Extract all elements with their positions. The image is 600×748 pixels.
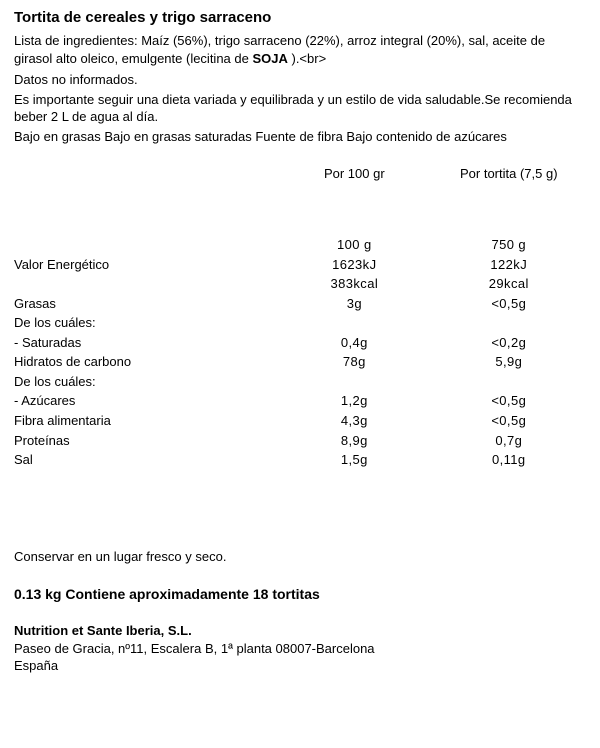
nutrition-claims: Bajo en grasas Bajo en grasas saturadas …	[14, 128, 586, 146]
table-row: - Saturadas0,4g<0,2g	[14, 333, 586, 353]
allergen-soja: SOJA	[252, 51, 287, 66]
value-per-portion: 750 g	[432, 235, 586, 255]
value-per-100g: 383kcal	[277, 274, 431, 294]
nutrient-label: - Azúcares	[14, 391, 277, 411]
ingredients-list: Lista de ingredientes: Maíz (56%), trigo…	[14, 32, 586, 67]
storage-instructions: Conservar en un lugar fresco y seco.	[14, 548, 586, 566]
datos-line: Datos no informados.	[14, 71, 586, 89]
company-name: Nutrition et Sante Iberia, S.L.	[14, 622, 586, 640]
nutrient-label: De los cuáles:	[14, 313, 277, 333]
header-per-portion: Por tortita (7,5 g)	[432, 164, 586, 184]
nutrient-label	[14, 235, 277, 255]
value-per-100g	[277, 372, 431, 392]
health-advice: Es importante seguir una dieta variada y…	[14, 91, 586, 126]
table-row: Sal1,5g0,11g	[14, 450, 586, 470]
nutrition-table: Por 100 gr Por tortita (7,5 g) 100 g750 …	[14, 164, 586, 470]
value-per-100g: 4,3g	[277, 411, 431, 431]
value-per-100g: 1,2g	[277, 391, 431, 411]
value-per-100g: 1,5g	[277, 450, 431, 470]
address-line-2: España	[14, 657, 586, 675]
nutrient-label: Fibra alimentaria	[14, 411, 277, 431]
value-per-100g: 8,9g	[277, 431, 431, 451]
table-row: Fibra alimentaria4,3g<0,5g	[14, 411, 586, 431]
value-per-portion: 29kcal	[432, 274, 586, 294]
value-per-portion: <0,2g	[432, 333, 586, 353]
value-per-portion: 0,7g	[432, 431, 586, 451]
nutrient-label: Sal	[14, 450, 277, 470]
nutrient-label: Hidratos de carbono	[14, 352, 277, 372]
value-per-portion: 5,9g	[432, 352, 586, 372]
ingredients-suffix: ).<br>	[288, 51, 326, 66]
nutrient-label: Proteínas	[14, 431, 277, 451]
table-header-row: Por 100 gr Por tortita (7,5 g)	[14, 164, 586, 184]
table-row: Grasas3g<0,5g	[14, 294, 586, 314]
table-row: Valor Energético1623kJ122kJ	[14, 255, 586, 275]
table-row: - Azúcares1,2g<0,5g	[14, 391, 586, 411]
nutrient-label: Grasas	[14, 294, 277, 314]
nutrient-label: Valor Energético	[14, 255, 277, 275]
address-line-1: Paseo de Gracia, nº11, Escalera B, 1ª pl…	[14, 640, 586, 658]
value-per-portion: 0,11g	[432, 450, 586, 470]
value-per-100g: 78g	[277, 352, 431, 372]
value-per-portion	[432, 372, 586, 392]
table-row: De los cuáles:	[14, 372, 586, 392]
value-per-100g	[277, 313, 431, 333]
value-per-100g: 0,4g	[277, 333, 431, 353]
header-per-100g: Por 100 gr	[277, 164, 431, 184]
nutrient-label: De los cuáles:	[14, 372, 277, 392]
value-per-100g: 100 g	[277, 235, 431, 255]
weight-servings: 0.13 kg Contiene aproximadamente 18 tort…	[14, 585, 586, 604]
value-per-portion: <0,5g	[432, 411, 586, 431]
value-per-portion: 122kJ	[432, 255, 586, 275]
product-title: Tortita de cereales y trigo sarraceno	[14, 8, 586, 28]
value-per-portion: <0,5g	[432, 294, 586, 314]
table-row: Proteínas8,9g0,7g	[14, 431, 586, 451]
value-per-100g: 3g	[277, 294, 431, 314]
value-per-100g: 1623kJ	[277, 255, 431, 275]
table-row: Hidratos de carbono78g5,9g	[14, 352, 586, 372]
value-per-portion: <0,5g	[432, 391, 586, 411]
table-row: 100 g750 g	[14, 235, 586, 255]
table-row: 383kcal29kcal	[14, 274, 586, 294]
table-row: De los cuáles:	[14, 313, 586, 333]
value-per-portion	[432, 313, 586, 333]
nutrient-label	[14, 274, 277, 294]
nutrient-label: - Saturadas	[14, 333, 277, 353]
